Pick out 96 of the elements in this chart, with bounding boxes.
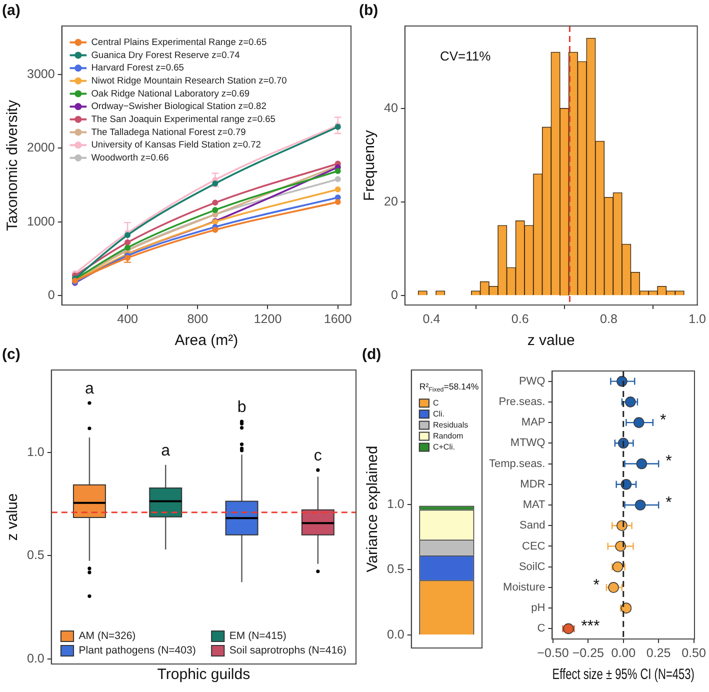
- x-tick-label: 0.4: [422, 312, 440, 326]
- x-tick-label: 0.8: [600, 312, 618, 326]
- y-tick-label: 1000: [26, 214, 55, 228]
- annotation: *: [593, 576, 600, 594]
- y-tick-label: 0: [48, 288, 55, 302]
- annotation: ***: [581, 618, 600, 636]
- legend-label: Soil saprotrophs (N=416): [229, 644, 346, 657]
- y-tick-label: 0.5: [386, 562, 404, 576]
- x-axis-title: Area (m²): [174, 332, 238, 350]
- point: [608, 582, 619, 593]
- annotation: a: [161, 442, 170, 460]
- y-tick-label: C: [537, 622, 546, 635]
- legend-label: Niwot Ridge Mountain Research Station z=0.70: [91, 75, 287, 86]
- x-tick-label: 1.0: [688, 312, 706, 326]
- point: [212, 200, 218, 206]
- legend-label: AM (N=326): [78, 630, 136, 642]
- y-tick-label: SoilC: [518, 560, 546, 573]
- y-tick-label: MTWQ: [510, 437, 546, 450]
- x-tick-label: 1600: [324, 312, 352, 326]
- point: [334, 186, 341, 192]
- legend-label: Woodworth z=0.66: [91, 152, 169, 162]
- x-tick-label: −0.50: [537, 646, 569, 660]
- x-tick-label: 800: [187, 312, 208, 326]
- y-tick-label: 0.0: [386, 627, 404, 642]
- y-tick-label: 20: [384, 194, 398, 208]
- y-axis-title: Variance explained: [364, 446, 382, 572]
- x-tick-label: 0.25: [646, 646, 671, 660]
- chart-title: (a): [2, 2, 20, 20]
- y-tick-label: Temp.seas.: [488, 458, 546, 470]
- point: [212, 207, 218, 214]
- y-tick-label: MAT: [522, 499, 546, 512]
- point: [334, 176, 341, 182]
- legend-label: Central Plains Experimental Range z=0.65: [91, 36, 267, 47]
- x-tick-label: 0.50: [682, 646, 706, 660]
- legend-label: Guanica Dry Forest Reserve z=0.74: [91, 50, 240, 60]
- y-tick-label: 40: [384, 100, 398, 115]
- point: [334, 198, 341, 205]
- y-tick-label: 0: [390, 288, 398, 302]
- y-tick-label: CEC: [522, 540, 546, 552]
- x-tick-label: −0.25: [572, 646, 604, 660]
- y-tick-label: Pre.seas.: [498, 396, 546, 408]
- annotation: a: [85, 380, 94, 398]
- legend-label: University of Kansas Field Station z=0.72: [91, 140, 261, 150]
- point: [124, 239, 131, 246]
- point: [212, 226, 218, 233]
- y-axis-title: Taxonomic diversity: [4, 100, 22, 231]
- x-axis-title: z value: [527, 332, 575, 350]
- y-tick-label: 1.0: [26, 444, 44, 459]
- x-tick-label: 0.00: [611, 646, 636, 660]
- legend-label: Residuals: [432, 420, 468, 430]
- legend-label: EM (N=415): [229, 630, 286, 642]
- x-tick-label: 400: [117, 312, 138, 326]
- y-tick-label: MDR: [520, 478, 546, 490]
- point: [634, 500, 646, 510]
- legend-label: Cli.: [432, 409, 445, 418]
- chart-title: (c): [2, 346, 20, 364]
- y-tick-label: 1.0: [386, 496, 404, 511]
- y-tick-label: 3000: [26, 67, 55, 82]
- legend-label: Plant pathogens (N=403): [78, 644, 196, 657]
- legend-label: The Talladega National Forest z=0.79: [91, 126, 246, 137]
- x-tick-label: 1200: [254, 312, 282, 326]
- legend-label: Harvard Forest z=0.65: [91, 62, 184, 73]
- y-tick-label: Moisture: [503, 581, 546, 594]
- legend-label: Random: [432, 431, 464, 440]
- legend-label: Oak Ridge National Laboratory z=0.69: [91, 88, 250, 98]
- y-tick-label: MAP: [521, 416, 546, 429]
- annotation: *: [666, 494, 672, 512]
- point: [124, 232, 131, 238]
- y-tick-label: 0.0: [26, 651, 44, 666]
- legend-label: C+Cli.: [432, 442, 455, 452]
- point: [636, 458, 648, 470]
- y-tick-label: Sand: [520, 520, 546, 532]
- x-axis-title: Effect size ± 95% CI (N=453): [552, 665, 694, 683]
- point: [633, 417, 644, 428]
- legend-label: Ordway−Swisher Biological Station z=0.82: [91, 101, 266, 112]
- annotation: CV=11%: [440, 48, 492, 64]
- y-axis-title: Frequency: [361, 130, 378, 201]
- legend-label: The San Joaquin Experimental range z=0.65: [91, 114, 276, 124]
- annotation: c: [314, 447, 322, 464]
- annotation: b: [237, 398, 246, 416]
- y-tick-label: 0.5: [26, 548, 44, 562]
- point: [334, 168, 341, 174]
- legend-label: C: [432, 398, 439, 408]
- chart-title: (d): [362, 346, 382, 364]
- point: [615, 540, 626, 552]
- point: [212, 180, 218, 187]
- x-axis-title: Trophic guilds: [157, 666, 250, 684]
- annotation: *: [660, 412, 666, 429]
- y-tick-label: 2000: [26, 140, 55, 155]
- y-tick-label: pH: [531, 602, 546, 614]
- x-tick-label: 0.6: [511, 312, 529, 326]
- point: [625, 396, 636, 408]
- chart-title: (b): [359, 2, 378, 20]
- y-tick-label: PWQ: [518, 375, 546, 388]
- annotation: *: [666, 453, 672, 470]
- y-axis-title: z value: [4, 493, 22, 541]
